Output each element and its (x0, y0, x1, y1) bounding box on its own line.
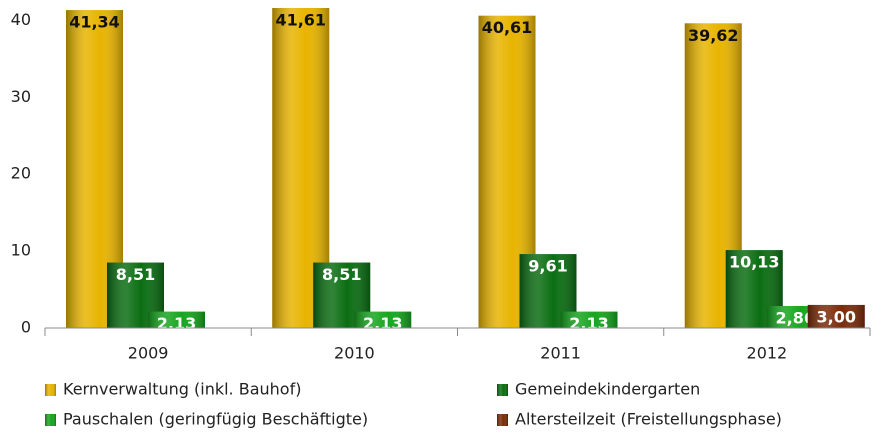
x-tick-label: 2010 (334, 344, 375, 363)
data-label: 2,13 (157, 314, 196, 333)
legend-label: Gemeindekindergarten (515, 380, 700, 399)
x-tick-label: 2012 (747, 344, 788, 363)
data-label: 41,34 (69, 13, 120, 32)
y-tick-label: 0 (21, 318, 31, 337)
data-label: 3,00 (817, 307, 856, 326)
x-tick-label: 2009 (128, 344, 169, 363)
y-tick-label: 10 (11, 241, 31, 260)
legend-label: Altersteilzeit (Freistellungsphase) (515, 410, 782, 429)
y-tick-label: 40 (11, 10, 31, 29)
legend-swatch-shade (497, 414, 508, 426)
legend-swatch-shade (45, 384, 56, 396)
x-tick-label: 2011 (540, 344, 581, 363)
data-label: 8,51 (322, 265, 361, 284)
data-label: 2,13 (569, 314, 608, 333)
legend-label: Kernverwaltung (inkl. Bauhof) (63, 380, 301, 399)
data-label: 10,13 (729, 253, 780, 272)
data-label: 2,13 (363, 314, 402, 333)
legend-swatch-shade (45, 414, 56, 426)
y-tick-label: 20 (11, 164, 31, 183)
data-label: 9,61 (528, 257, 567, 276)
y-tick-label: 30 (11, 87, 31, 106)
data-label: 41,61 (275, 10, 326, 29)
data-label: 39,62 (688, 26, 739, 45)
data-label: 2,86 (776, 309, 815, 328)
data-label: 40,61 (482, 18, 533, 37)
legend-label: Pauschalen (geringfügig Beschäftigte) (63, 410, 368, 429)
legend-swatch-shade (497, 384, 508, 396)
data-label: 8,51 (116, 265, 155, 284)
